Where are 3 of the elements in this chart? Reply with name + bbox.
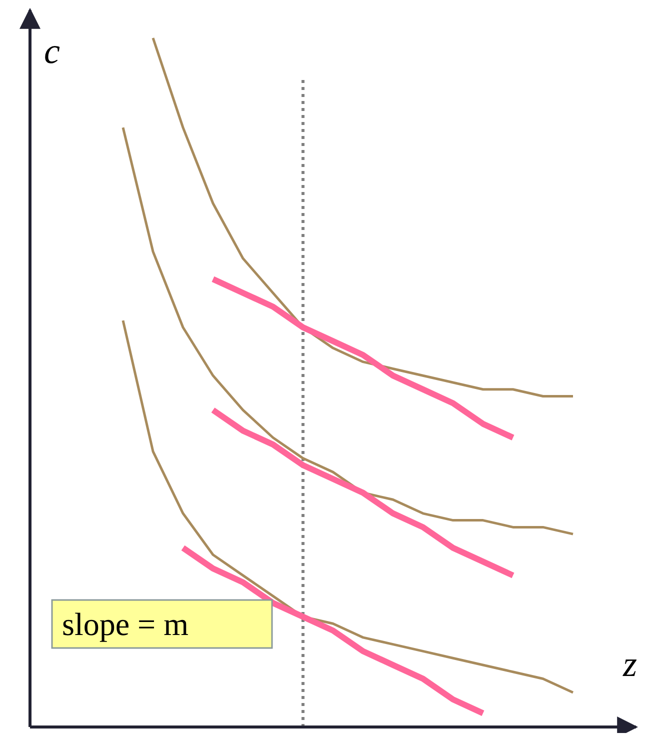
y-axis-title: c [44,31,60,71]
annotation: slope = m [62,606,189,642]
x-axis-title: z [622,644,638,684]
